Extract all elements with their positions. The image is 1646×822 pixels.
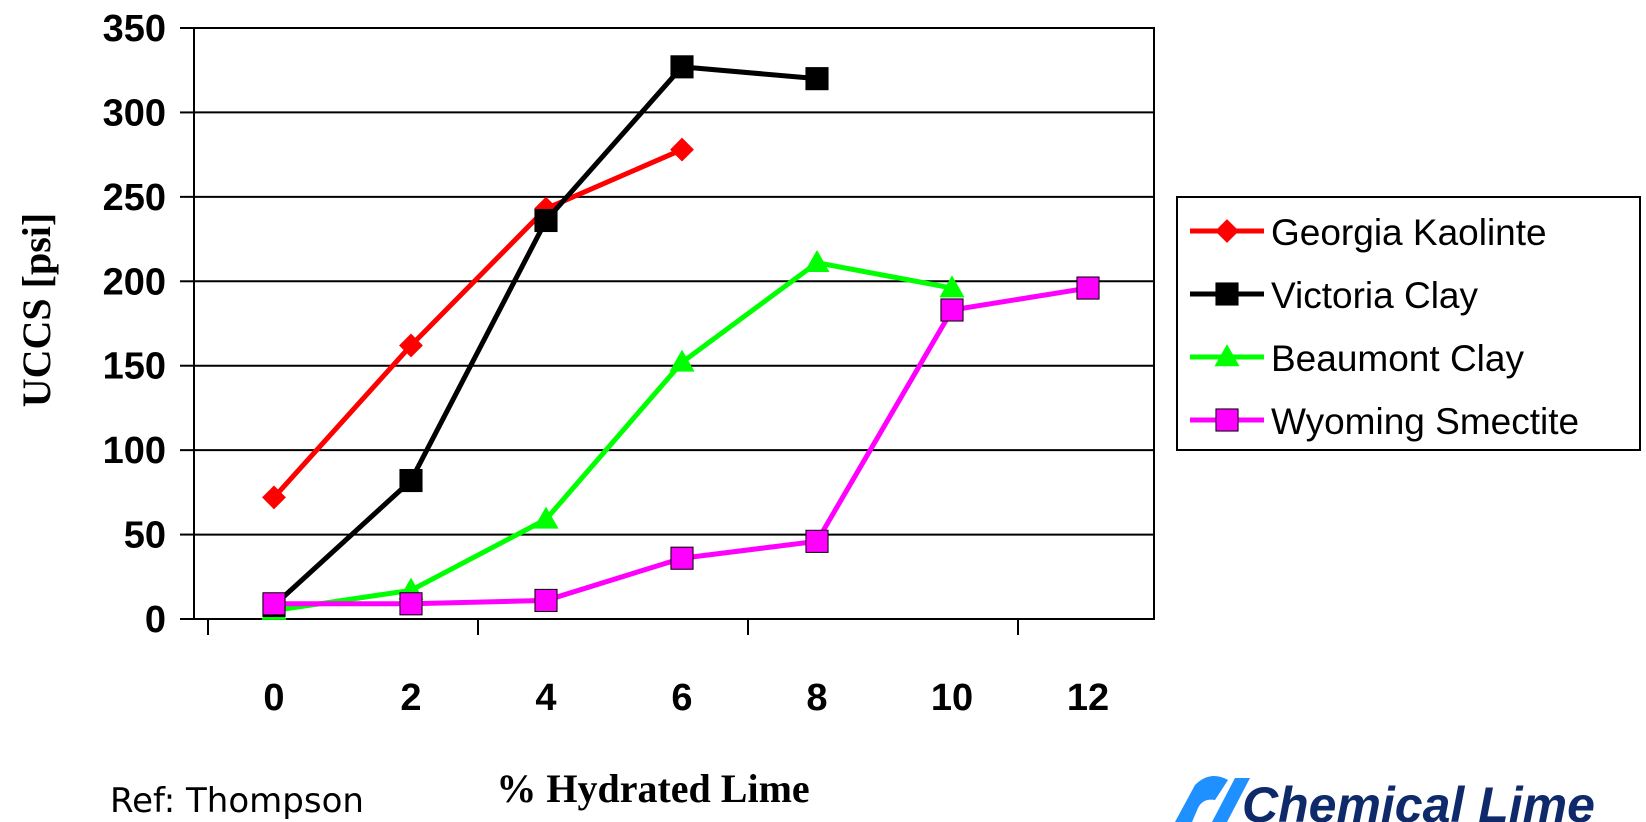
reference-note: Ref: Thompson	[110, 781, 364, 821]
y-tick-label: 50	[124, 515, 166, 557]
y-tick-label: 300	[103, 92, 166, 134]
y-tick-label: 200	[103, 261, 166, 303]
data-point	[1215, 282, 1239, 306]
legend-label: Wyoming Smectite	[1271, 401, 1579, 442]
data-point	[399, 592, 423, 616]
x-tick-label: 8	[806, 677, 827, 719]
y-tick-label: 250	[103, 177, 166, 219]
data-point	[669, 349, 695, 372]
x-tick-label: 6	[671, 677, 692, 719]
data-point	[399, 333, 423, 358]
y-tick-label: 150	[103, 346, 166, 388]
y-tick-label: 100	[103, 430, 166, 472]
data-point	[939, 275, 965, 298]
legend: Georgia Kaolinte Victoria Clay Beaumont Cl…	[1176, 196, 1641, 451]
legend-label: Georgia Kaolinte	[1271, 212, 1547, 253]
x-axis-title: % Hydrated Lime	[496, 766, 809, 811]
legend-item: Beaumont Clay	[1190, 338, 1524, 379]
x-tick-label: 12	[1067, 677, 1109, 719]
data-point	[670, 137, 694, 162]
data-point	[534, 588, 558, 612]
x-tick-label: 10	[931, 677, 973, 719]
series-line	[273, 260, 953, 614]
data-point	[1214, 344, 1240, 367]
data-point	[1076, 276, 1100, 300]
x-axis: 0 2 4 6 8 10 12	[207, 619, 1109, 719]
y-axis-title: UCCS [psi]	[14, 213, 59, 407]
series-wyoming-smectite	[262, 276, 1100, 616]
data-point	[670, 55, 694, 79]
data-point	[805, 67, 829, 91]
y-tick-label: 0	[145, 599, 166, 641]
legend-label: Victoria Clay	[1271, 275, 1479, 316]
data-point	[1215, 408, 1239, 432]
data-point	[670, 546, 694, 570]
logo-text: Chemical Lime	[1242, 777, 1595, 822]
data-point	[804, 250, 830, 272]
data-point	[399, 468, 423, 493]
data-point	[805, 529, 829, 553]
data-point	[940, 298, 964, 322]
y-axis: 0 50 100 150 200 250 300 350	[103, 8, 194, 641]
data-point	[534, 208, 558, 233]
x-tick-label: 4	[535, 677, 556, 719]
y-tick-label: 350	[103, 8, 166, 50]
data-point	[262, 592, 286, 616]
series-layer	[261, 55, 1100, 620]
data-point	[533, 506, 559, 529]
plot-frame	[193, 27, 1155, 620]
x-tick-label: 2	[400, 677, 421, 719]
legend-item: Georgia Kaolinte	[1190, 212, 1547, 253]
data-point	[1215, 219, 1239, 243]
legend-item: Victoria Clay	[1190, 275, 1479, 316]
legend-item: Wyoming Smectite	[1190, 401, 1579, 442]
x-tick-label: 0	[263, 677, 284, 719]
legend-box	[1176, 196, 1641, 451]
plot-area	[193, 27, 1155, 620]
data-point	[262, 485, 286, 510]
chemical-lime-logo: Chemical Lime	[1175, 776, 1595, 822]
legend-label: Beaumont Clay	[1271, 338, 1524, 379]
series-line	[272, 147, 683, 500]
logo-mark-icon	[1175, 776, 1250, 822]
